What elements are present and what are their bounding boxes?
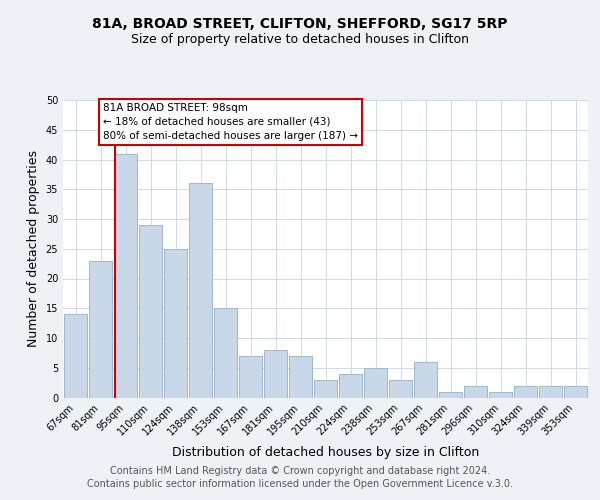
Bar bbox=[214, 308, 237, 398]
Bar bbox=[114, 154, 137, 398]
Bar bbox=[539, 386, 562, 398]
Bar bbox=[89, 260, 112, 398]
Bar bbox=[564, 386, 587, 398]
Bar bbox=[364, 368, 387, 398]
Text: Contains public sector information licensed under the Open Government Licence v.: Contains public sector information licen… bbox=[87, 479, 513, 489]
Bar bbox=[64, 314, 87, 398]
Text: 81A, BROAD STREET, CLIFTON, SHEFFORD, SG17 5RP: 81A, BROAD STREET, CLIFTON, SHEFFORD, SG… bbox=[92, 18, 508, 32]
Bar bbox=[339, 374, 362, 398]
Bar bbox=[164, 249, 187, 398]
Bar bbox=[139, 225, 162, 398]
Bar bbox=[264, 350, 287, 398]
X-axis label: Distribution of detached houses by size in Clifton: Distribution of detached houses by size … bbox=[172, 446, 479, 458]
Y-axis label: Number of detached properties: Number of detached properties bbox=[27, 150, 40, 348]
Text: 81A BROAD STREET: 98sqm
← 18% of detached houses are smaller (43)
80% of semi-de: 81A BROAD STREET: 98sqm ← 18% of detache… bbox=[103, 103, 358, 141]
Bar bbox=[189, 184, 212, 398]
Bar bbox=[489, 392, 512, 398]
Bar bbox=[439, 392, 462, 398]
Text: Size of property relative to detached houses in Clifton: Size of property relative to detached ho… bbox=[131, 32, 469, 46]
Text: Contains HM Land Registry data © Crown copyright and database right 2024.: Contains HM Land Registry data © Crown c… bbox=[110, 466, 490, 476]
Bar bbox=[389, 380, 412, 398]
Bar bbox=[514, 386, 537, 398]
Bar bbox=[414, 362, 437, 398]
Bar bbox=[464, 386, 487, 398]
Bar bbox=[239, 356, 262, 398]
Bar bbox=[314, 380, 337, 398]
Bar bbox=[289, 356, 312, 398]
